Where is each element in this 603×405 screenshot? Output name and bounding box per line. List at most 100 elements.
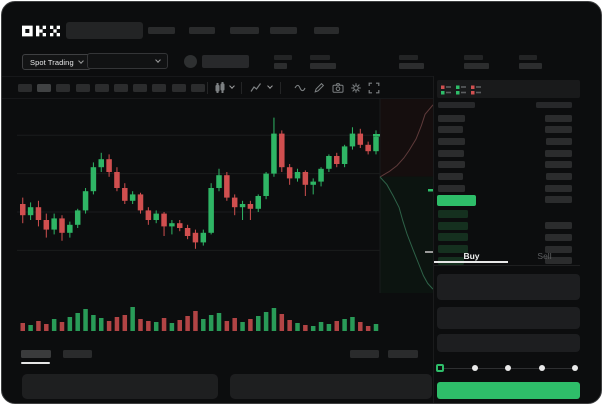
bid-amount-placeholder <box>545 222 572 230</box>
candle-body <box>161 213 167 227</box>
volume-bar <box>310 326 316 331</box>
slider-stop-dot[interactable] <box>505 365 511 371</box>
volume-bar <box>232 318 237 331</box>
ask-row[interactable] <box>437 136 580 148</box>
volume-bar <box>365 326 371 331</box>
candle-body <box>51 218 57 230</box>
ask-row[interactable] <box>437 148 580 160</box>
tab-buy[interactable]: Buy <box>434 251 508 263</box>
nav-item-placeholder[interactable] <box>148 27 175 34</box>
buy-tab-underline <box>434 261 508 263</box>
slider-stop-dot[interactable] <box>538 365 545 371</box>
candle-body <box>177 223 183 228</box>
ticker-stat-value <box>519 63 542 69</box>
bottom-tab-active-underline <box>21 362 50 364</box>
total-input[interactable] <box>437 334 580 352</box>
candle-body <box>271 133 277 174</box>
price-input[interactable] <box>437 274 580 300</box>
interval-button[interactable] <box>152 84 167 92</box>
buy-submit-button[interactable] <box>437 382 580 399</box>
nav-item-placeholder[interactable] <box>230 27 259 34</box>
slider-stop-dot[interactable] <box>471 365 478 371</box>
interval-button[interactable] <box>133 84 148 92</box>
chevron-down-icon[interactable] <box>267 83 273 89</box>
amount-percent-slider[interactable] <box>436 363 580 373</box>
bottom-right-panel[interactable] <box>230 374 432 399</box>
draw-tools-icon[interactable] <box>313 82 325 94</box>
bottom-tab-placeholder[interactable] <box>63 350 92 358</box>
volume-bar <box>130 307 135 331</box>
volume-bar <box>114 317 120 331</box>
market-type-selector[interactable]: Spot Trading <box>22 54 91 70</box>
candle-body <box>208 188 214 233</box>
bids-only-view-icon[interactable] <box>455 83 467 95</box>
nav-item-placeholder[interactable] <box>189 27 215 34</box>
bid-row[interactable] <box>437 208 580 220</box>
ticker-bar: Spot Trading <box>2 48 601 76</box>
ask-amount-placeholder <box>545 126 572 134</box>
ask-row[interactable] <box>437 113 580 125</box>
candle-body <box>20 204 26 216</box>
slider-handle[interactable] <box>436 363 444 372</box>
candle-body <box>326 156 332 169</box>
slider-stop-dot[interactable] <box>572 365 578 371</box>
settings-gear-icon[interactable] <box>350 82 362 94</box>
ask-amount-placeholder <box>546 137 572 145</box>
nav-item-placeholder[interactable] <box>270 27 297 34</box>
amount-input[interactable] <box>437 307 580 329</box>
camera-icon[interactable] <box>332 82 344 94</box>
candle-body <box>27 207 34 216</box>
fullscreen-icon[interactable] <box>368 82 380 94</box>
indicators-icon[interactable] <box>250 82 262 94</box>
interval-button[interactable] <box>94 84 109 92</box>
interval-button[interactable] <box>56 84 71 92</box>
order-book-header-row <box>437 102 580 110</box>
volume-bar <box>161 318 167 331</box>
bid-amount-placeholder <box>545 257 572 265</box>
last-traded-price[interactable] <box>437 195 476 207</box>
ask-row[interactable] <box>437 124 580 136</box>
bid-row[interactable] <box>437 255 580 267</box>
candle-type-icon[interactable] <box>214 82 226 94</box>
coin-icon <box>184 55 197 68</box>
interval-button[interactable] <box>190 84 205 92</box>
interval-button[interactable] <box>18 84 32 92</box>
bid-row[interactable] <box>437 232 580 244</box>
bid-row[interactable] <box>437 220 580 232</box>
search-input[interactable] <box>66 22 143 39</box>
asks-only-view-icon[interactable] <box>470 83 482 95</box>
bottom-tab-placeholder[interactable] <box>21 350 51 358</box>
candle-body <box>169 223 175 227</box>
last-price-row <box>437 194 580 207</box>
candlestick-chart[interactable] <box>17 99 433 349</box>
volume-bar <box>256 316 261 331</box>
bottom-action-placeholder[interactable] <box>388 350 418 358</box>
order-book-and-trade-panel: Buy Sell <box>433 76 601 403</box>
candle-body <box>310 181 316 185</box>
bottom-action-placeholder[interactable] <box>350 350 379 358</box>
bid-row[interactable] <box>437 244 580 256</box>
volume-bar <box>201 319 206 331</box>
ticker-stat-label <box>519 55 537 60</box>
ask-row[interactable] <box>437 183 580 195</box>
ask-row[interactable] <box>437 159 580 171</box>
candle-body <box>255 196 261 209</box>
ask-price-placeholder <box>438 149 464 157</box>
line-style-icon[interactable] <box>294 82 306 94</box>
candle-body <box>302 172 309 185</box>
interval-button[interactable] <box>75 84 90 92</box>
toolbar-divider <box>280 82 281 94</box>
ticker-stat-label <box>399 55 418 60</box>
nav-item-placeholder[interactable] <box>314 27 339 34</box>
interval-button[interactable] <box>114 84 128 92</box>
combined-book-view-icon[interactable] <box>440 83 452 95</box>
tab-sell[interactable]: Sell <box>537 251 552 261</box>
pair-selector-dropdown[interactable] <box>87 53 168 69</box>
interval-button[interactable] <box>37 84 52 92</box>
interval-button[interactable] <box>171 84 186 92</box>
ask-row[interactable] <box>437 171 580 183</box>
chevron-down-icon[interactable] <box>229 83 235 89</box>
ask-price-placeholder <box>438 184 465 192</box>
bottom-left-panel[interactable] <box>22 374 218 399</box>
